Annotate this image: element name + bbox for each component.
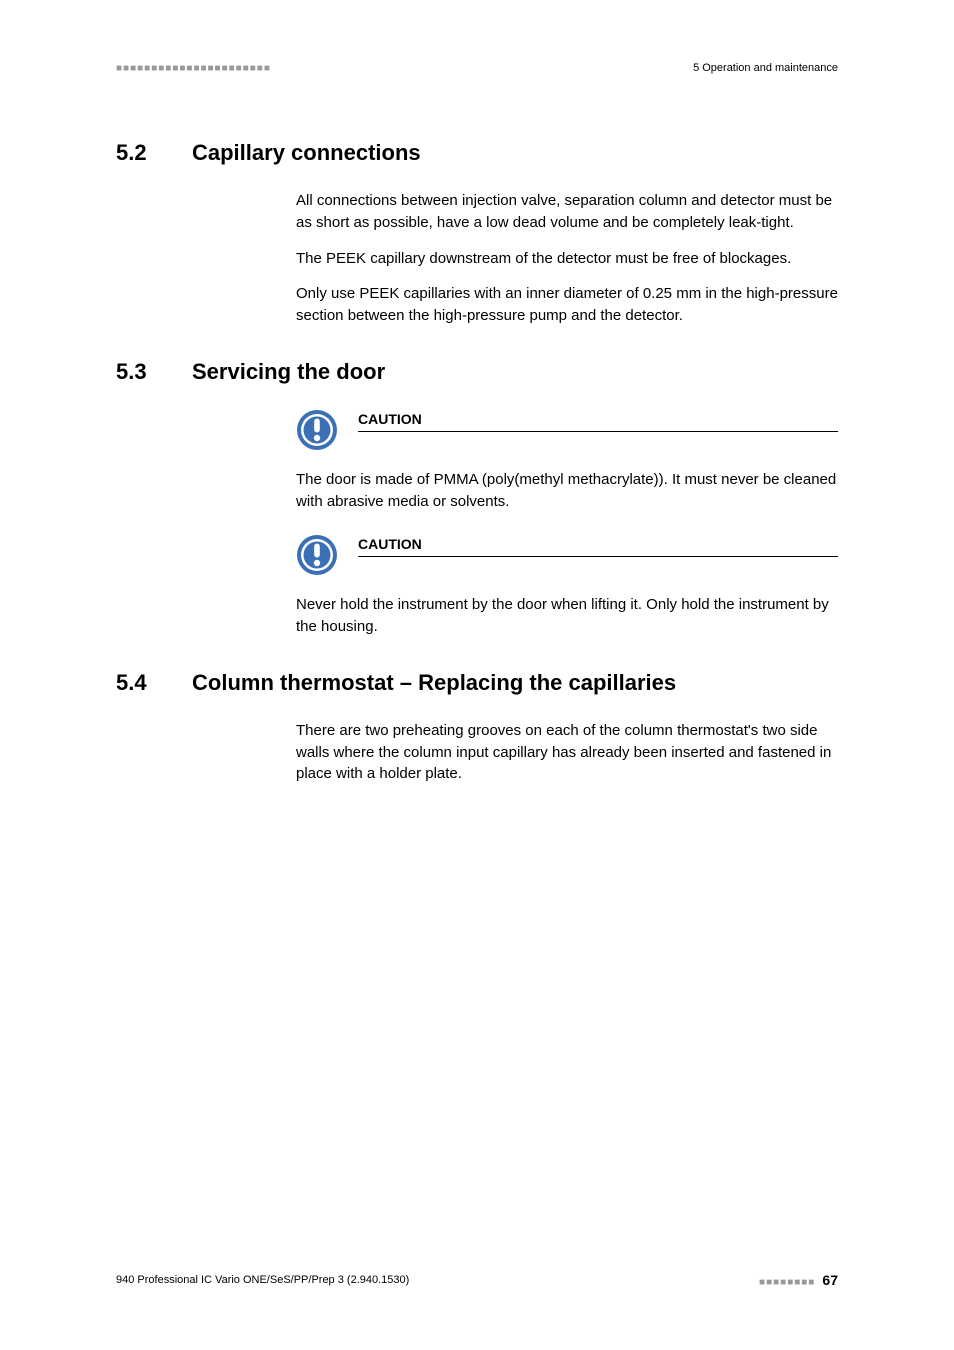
paragraph: The PEEK capillary downstream of the det… [296, 248, 838, 270]
caution-icon [296, 534, 338, 576]
page-footer: 940 Professional IC Vario ONE/SeS/PP/Pre… [116, 1272, 838, 1288]
paragraph: There are two preheating grooves on each… [296, 720, 838, 785]
caution-block: CAUTION The door is made of PMMA (poly(m… [296, 409, 838, 513]
section-5-4-heading: 5.4 Column thermostat – Replacing the ca… [116, 670, 838, 696]
header-dots: ■■■■■■■■■■■■■■■■■■■■■■ [116, 63, 271, 74]
paragraph: All connections between injection valve,… [296, 190, 838, 234]
caution-header: CAUTION [296, 534, 838, 576]
footer-right: ■■■■■■■■ 67 [759, 1272, 838, 1288]
section-5-2-heading: 5.2 Capillary connections [116, 140, 838, 166]
section-5-4-title: Column thermostat – Replacing the capill… [192, 670, 676, 696]
section-5-2-number: 5.2 [116, 140, 192, 166]
page-header: ■■■■■■■■■■■■■■■■■■■■■■ 5 Operation and m… [116, 62, 838, 74]
caution-label-wrap: CAUTION [358, 409, 838, 432]
caution-block: CAUTION Never hold the instrument by the… [296, 534, 838, 638]
section-5-4-number: 5.4 [116, 670, 192, 696]
caution-text: Never hold the instrument by the door wh… [296, 594, 838, 638]
caution-icon [296, 409, 338, 451]
header-chapter: 5 Operation and maintenance [693, 62, 838, 74]
footer-page-number: 67 [822, 1272, 838, 1288]
section-5-3-body: CAUTION The door is made of PMMA (poly(m… [296, 409, 838, 638]
section-5-3-heading: 5.3 Servicing the door [116, 359, 838, 385]
footer-doc-ref: 940 Professional IC Vario ONE/SeS/PP/Pre… [116, 1274, 409, 1286]
section-5-3-number: 5.3 [116, 359, 192, 385]
caution-label: CAUTION [358, 411, 838, 432]
caution-label-wrap: CAUTION [358, 534, 838, 557]
caution-text: The door is made of PMMA (poly(methyl me… [296, 469, 838, 513]
content-area: 5.2 Capillary connections All connection… [116, 140, 838, 817]
paragraph: Only use PEEK capillaries with an inner … [296, 283, 838, 327]
section-5-2-body: All connections between injection valve,… [296, 190, 838, 327]
footer-dots: ■■■■■■■■ [759, 1277, 815, 1288]
section-5-3-title: Servicing the door [192, 359, 385, 385]
section-5-4-body: There are two preheating grooves on each… [296, 720, 838, 785]
caution-label: CAUTION [358, 536, 838, 557]
caution-header: CAUTION [296, 409, 838, 451]
section-5-2-title: Capillary connections [192, 140, 421, 166]
